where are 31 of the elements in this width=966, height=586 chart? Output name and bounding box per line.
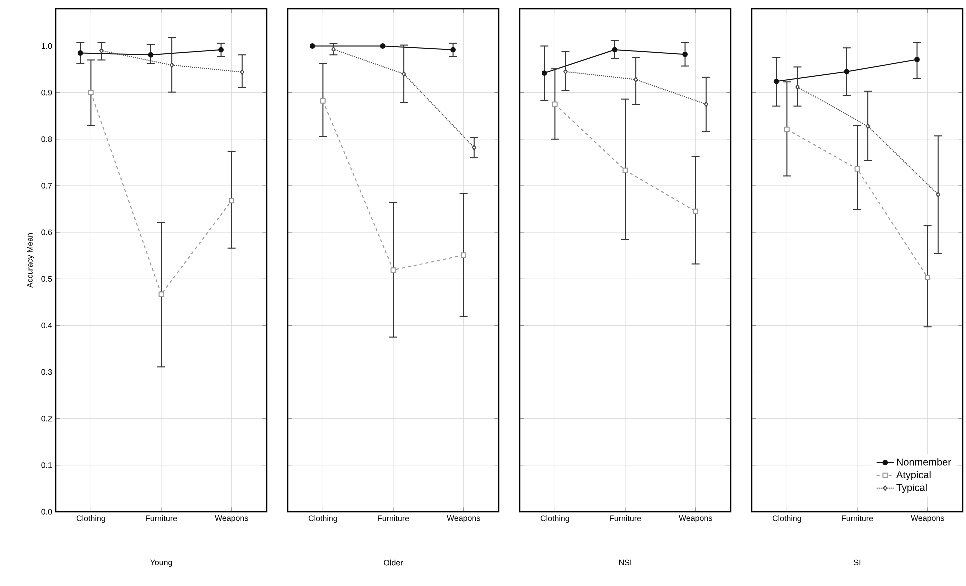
legend-label: Typical [896, 484, 927, 494]
y-axis-title: Accuracy Mean [27, 233, 34, 288]
x-tick-label: Clothing [308, 516, 338, 523]
x-tick-label: Furniture [146, 516, 178, 522]
y-tick-label: 0.1 [42, 462, 52, 468]
y-tick-label: 1.0 [42, 43, 52, 50]
x-axis-title: Young [150, 560, 172, 568]
x-tick-label: Clothing [540, 516, 570, 523]
y-tick-label: 0.2 [42, 416, 52, 422]
x-tick-label: Clothing [76, 516, 106, 523]
x-tick-label: Furniture [842, 516, 874, 522]
x-tick-label: Clothing [772, 516, 802, 523]
x-tick-label: Weapons [911, 516, 944, 523]
x-tick-label: Furniture [610, 516, 642, 522]
y-tick-label: 0.6 [42, 230, 52, 236]
x-tick-label: Furniture [378, 516, 410, 522]
x-axis-title: SI [854, 560, 861, 566]
y-tick-label: 0.4 [42, 322, 52, 329]
y-tick-label: 0.8 [42, 136, 52, 142]
y-tick-label: 0.0 [42, 509, 52, 515]
x-axis-title: NSI [619, 560, 632, 566]
legend-label: Nonmember [897, 458, 952, 466]
y-tick-label: 0.5 [42, 276, 52, 282]
legend-label: Atypical [896, 471, 931, 481]
y-tick-label: 0.3 [42, 369, 52, 376]
x-tick-label: Weapons [447, 516, 480, 523]
y-tick-label: 0.9 [42, 90, 52, 96]
x-axis-title: Older [384, 560, 404, 566]
x-tick-label: Weapons [679, 516, 712, 523]
y-tick-label: 0.7 [42, 183, 52, 189]
x-tick-label: Weapons [215, 516, 248, 523]
